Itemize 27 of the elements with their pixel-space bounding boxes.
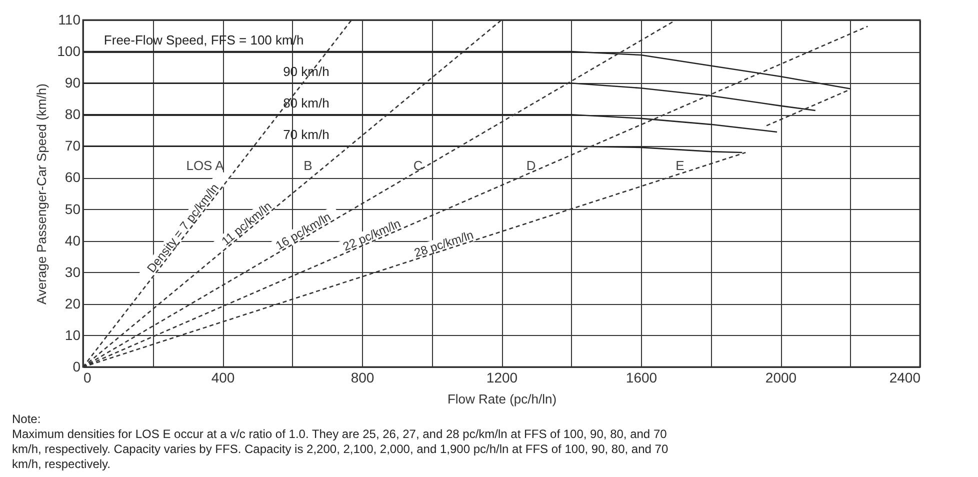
y-tick-label: 110 — [58, 12, 81, 28]
x-tick-label: 800 — [350, 370, 374, 386]
y-tick-label: 90 — [64, 74, 81, 91]
y-tick-label: 20 — [64, 295, 81, 312]
y-tick-label: 30 — [64, 264, 81, 280]
text: Note: — [12, 412, 41, 426]
x-tick-label: 2400 — [889, 370, 921, 386]
annotation: D — [526, 158, 536, 173]
y-tick-label: 10 — [64, 326, 81, 343]
x-tick-label: 0 — [84, 370, 92, 386]
annotation: B — [304, 158, 312, 173]
annotation: E — [676, 158, 685, 173]
y-tick-label: 100 — [57, 43, 81, 60]
text: Maximum densities for LOS E occur at a v/c ratio of 1.0. They are 25, 26, 27, and 28 pc/km/ln at FFS of 100, 90, 80, and 70 km/h, respectively. Capacity varies by FFS. Capacity is 2,200, 2,100, 2,000, and 1,900 pc/h/ln at FFS of 100, 90, 80, and 70 km/h, respectively. — [12, 427, 668, 471]
x-axis-title: Flow Rate (pc/h/ln) — [447, 392, 557, 406]
x-tick-label: 1600 — [626, 370, 658, 386]
y-tick-label: 80 — [64, 106, 81, 122]
y-tick-label: 50 — [64, 200, 81, 217]
x-tick-label: 400 — [211, 370, 235, 386]
annotation: C — [413, 158, 423, 173]
y-tick-label: 60 — [64, 169, 81, 186]
y-axis-title: Average Passenger-Car Speed (km/h) — [34, 84, 50, 304]
y-tick-label: 0 — [72, 358, 81, 374]
x-tick-label: 1200 — [486, 370, 518, 386]
y-tick-label: 70 — [64, 138, 81, 154]
y-tick-label: 40 — [64, 232, 81, 248]
x-tick-label: 2000 — [765, 370, 797, 386]
